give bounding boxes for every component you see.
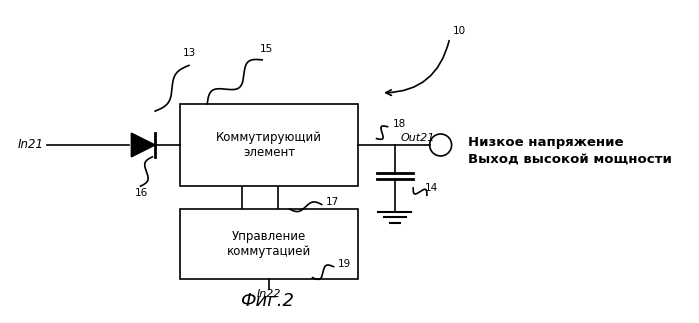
Text: Коммутирующий: Коммутирующий <box>216 131 322 144</box>
Text: Управление: Управление <box>232 230 306 244</box>
Bar <box>180 104 359 186</box>
Text: In21: In21 <box>18 139 44 151</box>
Text: Out21: Out21 <box>401 133 435 143</box>
Text: 17: 17 <box>326 197 340 207</box>
Text: коммутацией: коммутацией <box>227 245 311 258</box>
Text: Фиг.2: Фиг.2 <box>240 292 294 309</box>
Text: 16: 16 <box>135 188 148 198</box>
Bar <box>180 209 359 279</box>
Text: 14: 14 <box>425 183 438 193</box>
Text: элемент: элемент <box>243 146 295 159</box>
Polygon shape <box>131 133 155 157</box>
Text: 10: 10 <box>452 26 466 36</box>
Text: 15: 15 <box>260 44 273 54</box>
Text: 18: 18 <box>393 119 406 129</box>
Text: 13: 13 <box>182 48 196 58</box>
Text: Выход высокой мощности: Выход высокой мощности <box>468 152 672 165</box>
Text: In22: In22 <box>257 289 281 299</box>
Text: 19: 19 <box>338 259 352 269</box>
Text: Низкое напряжение: Низкое напряжение <box>468 136 624 149</box>
